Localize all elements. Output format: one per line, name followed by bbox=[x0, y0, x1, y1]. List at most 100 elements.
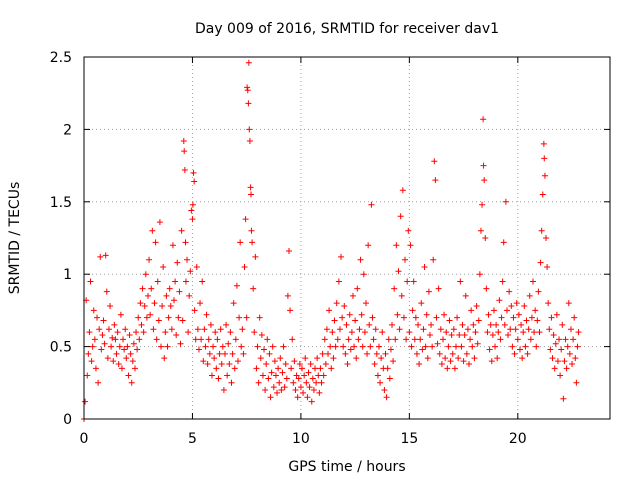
data-point bbox=[84, 372, 91, 379]
data-point bbox=[253, 365, 260, 372]
data-point bbox=[484, 329, 491, 336]
data-point bbox=[307, 360, 314, 367]
data-point bbox=[571, 314, 578, 321]
data-point bbox=[375, 343, 382, 350]
data-point bbox=[86, 329, 93, 336]
data-point bbox=[82, 398, 89, 405]
data-point bbox=[426, 332, 433, 339]
data-point bbox=[437, 326, 444, 333]
data-point bbox=[394, 311, 401, 318]
data-point bbox=[573, 379, 580, 386]
data-point bbox=[406, 329, 413, 336]
data-point bbox=[290, 379, 297, 386]
data-point bbox=[300, 389, 307, 396]
data-point bbox=[294, 394, 301, 401]
data-point bbox=[561, 358, 568, 365]
data-point bbox=[448, 332, 455, 339]
data-point bbox=[254, 343, 261, 350]
data-point bbox=[419, 346, 426, 353]
data-point bbox=[161, 355, 168, 362]
data-point bbox=[405, 227, 412, 234]
data-point bbox=[103, 288, 110, 295]
data-point bbox=[403, 336, 410, 343]
data-point bbox=[248, 227, 255, 234]
data-point bbox=[479, 201, 486, 208]
data-point bbox=[397, 213, 404, 220]
data-point bbox=[213, 365, 220, 372]
data-point bbox=[189, 216, 196, 223]
data-point bbox=[521, 303, 528, 310]
data-point bbox=[306, 384, 313, 391]
data-point bbox=[536, 329, 543, 336]
data-point bbox=[463, 350, 470, 357]
data-point bbox=[366, 321, 373, 328]
data-point bbox=[250, 285, 257, 292]
data-point bbox=[347, 346, 354, 353]
data-point bbox=[276, 379, 283, 386]
data-point bbox=[558, 346, 565, 353]
data-point bbox=[261, 346, 268, 353]
data-point bbox=[244, 87, 251, 94]
data-point bbox=[167, 303, 174, 310]
data-point bbox=[505, 332, 512, 339]
data-point bbox=[487, 321, 494, 328]
data-point bbox=[459, 321, 466, 328]
data-point bbox=[256, 314, 263, 321]
data-point bbox=[348, 329, 355, 336]
data-point bbox=[485, 311, 492, 318]
data-point bbox=[475, 317, 482, 324]
data-point bbox=[566, 350, 573, 357]
data-point bbox=[481, 177, 488, 184]
data-point bbox=[526, 292, 533, 299]
data-point bbox=[88, 358, 95, 365]
data-point bbox=[472, 329, 479, 336]
data-point bbox=[554, 358, 561, 365]
data-point bbox=[460, 358, 467, 365]
data-point bbox=[85, 350, 92, 357]
data-point bbox=[206, 350, 213, 357]
data-point bbox=[115, 360, 122, 367]
data-point bbox=[173, 332, 180, 339]
data-point bbox=[438, 360, 445, 367]
data-point bbox=[163, 292, 170, 299]
data-point bbox=[139, 285, 146, 292]
data-point bbox=[244, 84, 251, 91]
data-point bbox=[242, 216, 249, 223]
data-point bbox=[223, 321, 230, 328]
data-point bbox=[461, 332, 468, 339]
data-point bbox=[314, 355, 321, 362]
data-point bbox=[100, 317, 107, 324]
data-point bbox=[217, 326, 224, 333]
data-point bbox=[335, 278, 342, 285]
x-axis-label: GPS time / hours bbox=[288, 459, 405, 475]
data-point bbox=[104, 355, 111, 362]
data-point bbox=[334, 336, 341, 343]
data-point bbox=[316, 389, 323, 396]
data-point bbox=[498, 314, 505, 321]
data-point bbox=[225, 340, 232, 347]
data-point bbox=[424, 355, 431, 362]
data-point bbox=[500, 239, 507, 246]
data-point bbox=[144, 292, 151, 299]
data-point bbox=[168, 326, 175, 333]
data-point bbox=[470, 321, 477, 328]
data-point bbox=[245, 100, 252, 107]
data-point bbox=[344, 360, 351, 367]
data-point bbox=[537, 259, 544, 266]
data-point bbox=[442, 355, 449, 362]
data-point bbox=[468, 307, 475, 314]
data-point bbox=[137, 300, 144, 307]
data-point bbox=[288, 365, 295, 372]
data-point bbox=[110, 358, 117, 365]
y-tick-label: 2 bbox=[63, 122, 72, 138]
data-point bbox=[433, 314, 440, 321]
data-point bbox=[317, 365, 324, 372]
data-point bbox=[116, 343, 123, 350]
data-point bbox=[204, 360, 211, 367]
data-point bbox=[338, 253, 345, 260]
data-point bbox=[494, 355, 501, 362]
data-point bbox=[249, 239, 256, 246]
data-point bbox=[462, 292, 469, 299]
data-point bbox=[551, 365, 558, 372]
data-point bbox=[131, 365, 138, 372]
